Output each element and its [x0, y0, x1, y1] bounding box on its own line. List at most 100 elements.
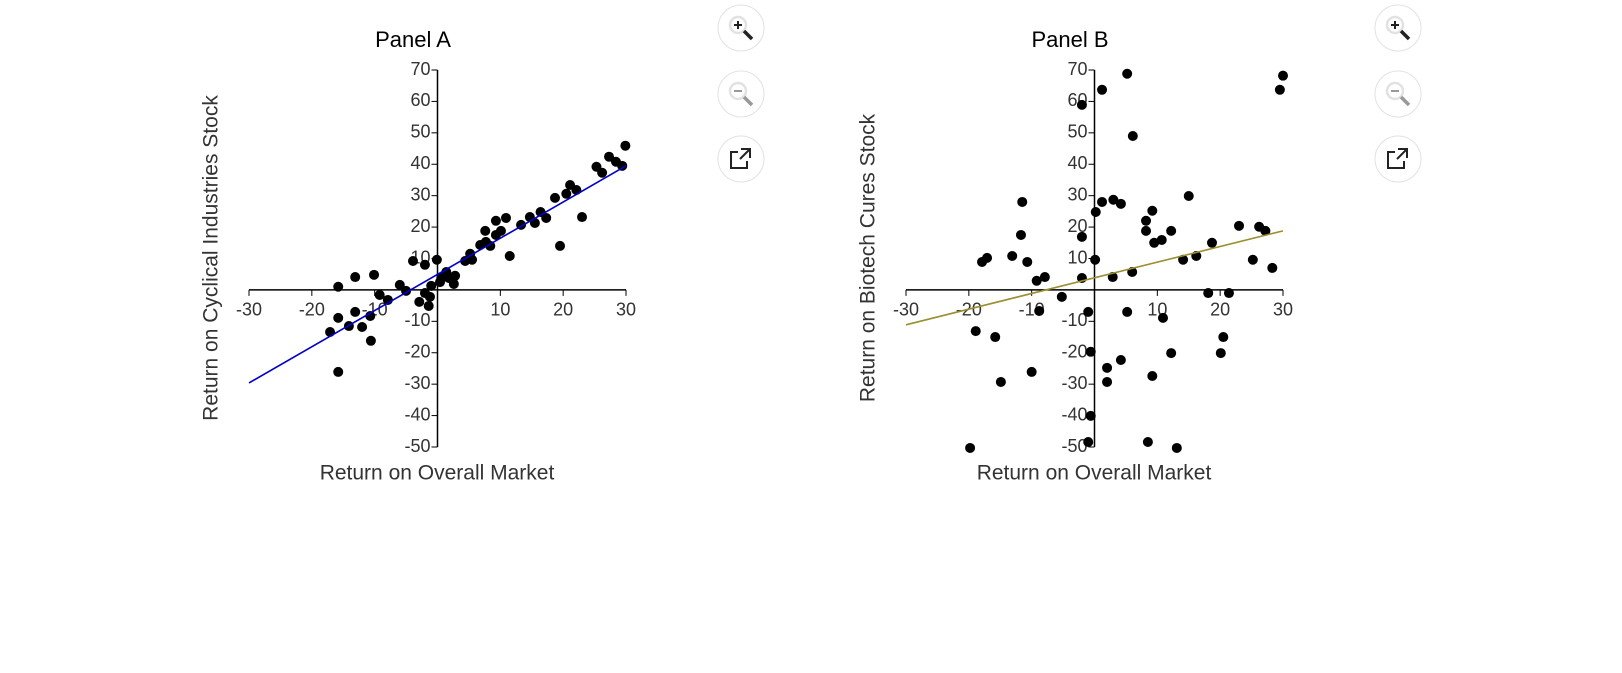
scatter-point: [1260, 225, 1271, 236]
y-tick-label: 10: [1067, 247, 1087, 267]
scatter-point: [1156, 234, 1167, 245]
zoom-out-button[interactable]: [1374, 70, 1422, 118]
scatter-point: [495, 225, 506, 236]
scatter-point: [407, 256, 418, 267]
x-tick-label: -30: [236, 300, 262, 320]
scatter-point: [555, 240, 566, 251]
scatter-point: [1234, 220, 1245, 231]
scatter-point: [1178, 254, 1189, 265]
y-tick-label: 50: [1067, 122, 1087, 142]
scatter-point: [350, 306, 361, 317]
y-tick-label: -30: [404, 373, 430, 393]
scatter-point: [414, 296, 425, 307]
scatter-point: [394, 279, 405, 290]
trend-line: [248, 165, 627, 384]
scatter-point: [1022, 256, 1033, 267]
scatter-point: [369, 269, 380, 280]
scatter-point: [1097, 196, 1108, 207]
zoom-in-button[interactable]: [717, 4, 765, 52]
y-tick-label: 40: [410, 153, 430, 173]
scatter-point: [1085, 346, 1096, 357]
scatter-point: [1056, 291, 1067, 302]
scatter-point: [419, 259, 430, 270]
scatter-point: [450, 270, 461, 281]
y-axis-label: Return on Cyclical Industries Stock: [200, 95, 223, 421]
scatter-point: [977, 256, 988, 267]
scatter-point: [1267, 262, 1278, 273]
y-tick-label: 50: [410, 122, 430, 142]
scatter-point: [490, 215, 501, 226]
popout-button[interactable]: [717, 135, 765, 183]
scatter-point: [1083, 306, 1094, 317]
scatter-point: [1034, 305, 1045, 316]
scatter-point: [1141, 215, 1152, 226]
scatter-point: [1142, 436, 1153, 447]
chart-title: Panel A: [375, 27, 451, 52]
scatter-point: [1147, 370, 1158, 381]
scatter-point: [990, 332, 1001, 343]
y-tick-label: 30: [410, 184, 430, 204]
y-tick-label: -40: [1061, 404, 1087, 424]
scatter-point: [561, 188, 572, 199]
scatter-point: [549, 192, 560, 203]
scatter-point: [970, 326, 981, 337]
x-axis-label: Return on Overall Market: [977, 462, 1212, 485]
scatter-point: [423, 300, 434, 311]
x-tick-label: 10: [490, 300, 510, 320]
scatter-point: [333, 366, 344, 377]
scatter-point: [1015, 229, 1026, 240]
zoom-out-button[interactable]: [717, 70, 765, 118]
scatter-point: [965, 442, 976, 453]
scatter-point: [1278, 70, 1288, 81]
scatter-point: [1031, 275, 1042, 286]
scatter-point: [500, 212, 511, 223]
scatter-point: [1115, 354, 1126, 365]
scatter-point: [1127, 130, 1138, 141]
scatter-point: [1017, 196, 1028, 207]
x-tick-label: 20: [1210, 300, 1230, 320]
scatter-point: [504, 250, 515, 261]
scatter-point: [1215, 348, 1226, 359]
scatter-point: [1090, 254, 1101, 265]
scatter-point: [1274, 84, 1285, 95]
scatter-point: [382, 294, 393, 305]
scatter-point: [431, 254, 442, 265]
chart-title: Panel B: [1031, 27, 1108, 52]
scatter-point: [1171, 442, 1182, 453]
scatter-point: [467, 254, 478, 265]
scatter-point: [1039, 272, 1050, 283]
scatter-point: [541, 212, 552, 223]
scatter-point: [1083, 436, 1094, 447]
x-tick-label: 30: [616, 300, 636, 320]
scatter-point: [350, 272, 361, 283]
scatter-point: [597, 167, 608, 178]
scatter-point: [1166, 225, 1177, 236]
y-tick-label: 30: [1067, 184, 1087, 204]
y-tick-label: -50: [1061, 436, 1087, 456]
scatter-point: [1247, 254, 1258, 265]
y-axis-label: Return on Biotech Cures Stock: [857, 113, 880, 402]
scatter-point: [1090, 207, 1101, 218]
zoom-in-button[interactable]: [1374, 4, 1422, 52]
scatter-point: [604, 151, 615, 162]
scatter-point: [995, 376, 1006, 387]
scatter-point: [1076, 231, 1087, 242]
scatter-point: [1085, 410, 1096, 421]
scatter-point: [1108, 194, 1119, 205]
popout-button[interactable]: [1374, 135, 1422, 183]
scatter-point: [1183, 190, 1194, 201]
x-axis-label: Return on Overall Market: [320, 462, 555, 485]
trend-line: [905, 230, 1284, 326]
scatter-point: [620, 140, 631, 151]
scatter-point: [1122, 68, 1133, 79]
scatter-point: [577, 212, 588, 223]
scatter-point: [617, 160, 628, 171]
scatter-point: [333, 312, 344, 323]
scatter-point: [426, 280, 437, 291]
scatter-point: [357, 321, 368, 332]
y-tick-label: 70: [1067, 59, 1087, 79]
x-tick-label: -20: [299, 300, 325, 320]
scatter-point: [1122, 306, 1133, 317]
scatter-point: [1206, 237, 1217, 248]
